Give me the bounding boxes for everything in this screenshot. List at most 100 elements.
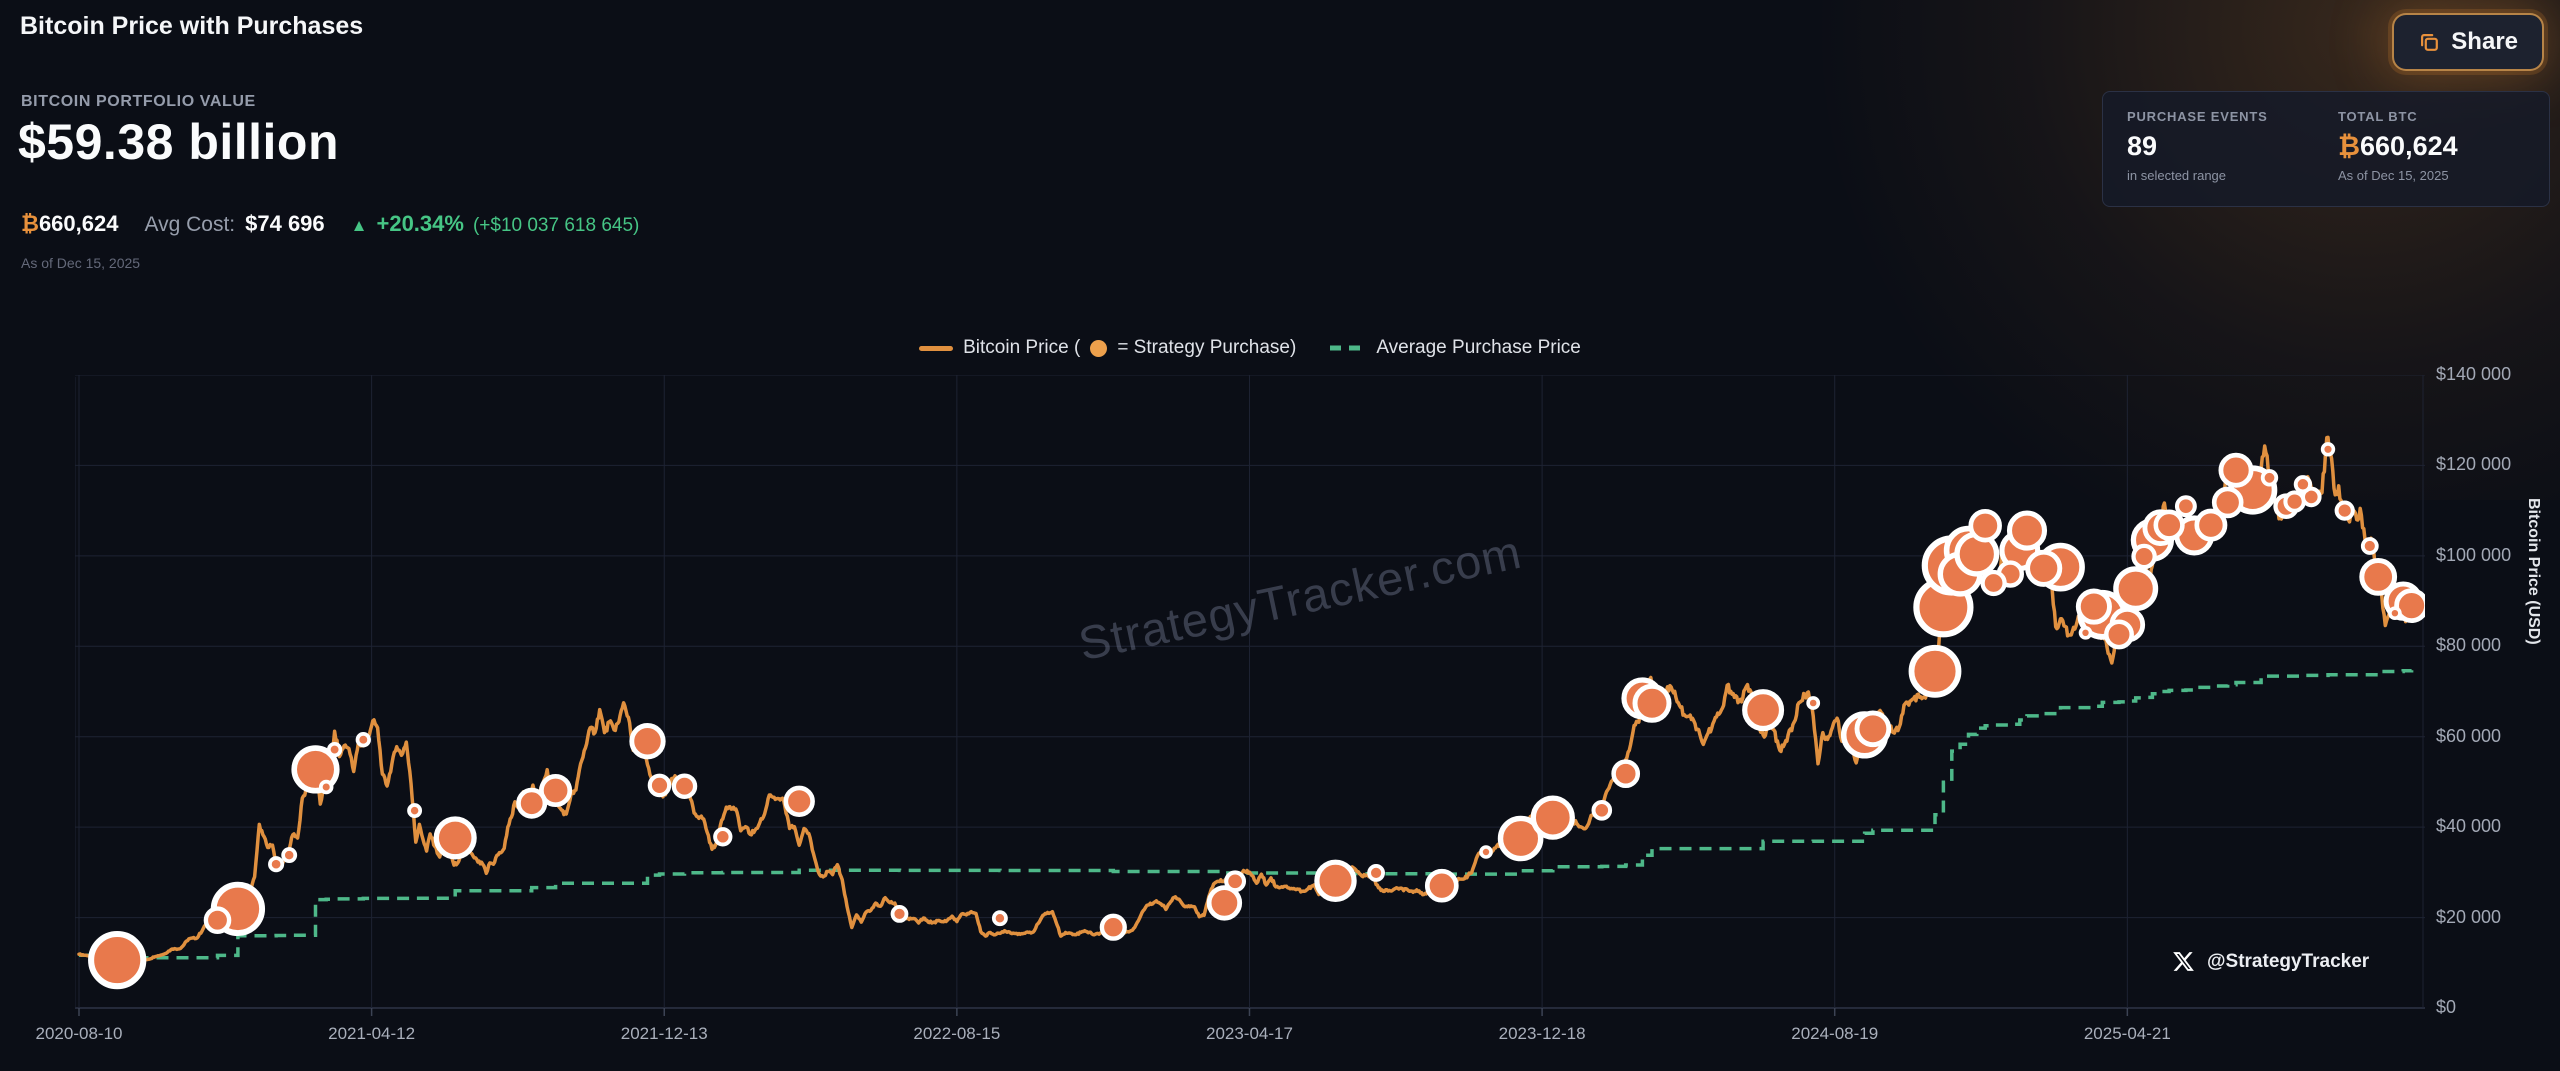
purchase-marker[interactable]	[1742, 689, 1785, 732]
purchase-events-sub: in selected range	[2127, 168, 2227, 183]
legend-price-item[interactable]: Bitcoin Price ( = Strategy Purchase)	[963, 337, 1296, 359]
purchase-marker[interactable]	[2006, 510, 2048, 551]
purchase-marker[interactable]	[1206, 885, 1243, 921]
purchase-marker[interactable]	[2194, 508, 2228, 542]
y-axis-label: $0	[2436, 997, 2457, 1017]
purchase-marker[interactable]	[1530, 795, 1575, 840]
purchase-marker[interactable]	[1479, 845, 1493, 859]
purchase-marker[interactable]	[647, 773, 672, 798]
purchase-marker[interactable]	[1632, 683, 1672, 723]
price-chart-svg	[74, 374, 2430, 1016]
avg-purchase-price-line	[79, 668, 2414, 960]
total-btc-label: TOTAL BTC	[2338, 109, 2418, 124]
purchase-marker[interactable]	[281, 847, 298, 864]
purchase-marker[interactable]	[2075, 588, 2112, 625]
copy-icon	[2421, 34, 2439, 51]
purchase-marker[interactable]	[1806, 696, 1821, 710]
purchase-marker[interactable]	[1854, 710, 1892, 748]
purchase-marker[interactable]	[1980, 569, 2007, 597]
purchase-marker[interactable]	[1099, 913, 1127, 941]
purchase-marker[interactable]	[2359, 558, 2398, 596]
purchase-marker[interactable]	[2113, 566, 2159, 612]
purchase-marker[interactable]	[1908, 644, 1962, 698]
up-arrow-icon: ▲	[350, 216, 368, 235]
purchase-marker[interactable]	[539, 773, 573, 808]
purchase-marker[interactable]	[1224, 870, 1247, 893]
purchase-marker[interactable]	[1968, 508, 2002, 543]
purchase-events-label: PURCHASE EVENTS	[2127, 109, 2268, 124]
twitter-handle[interactable]: @StrategyTracker	[2172, 950, 2369, 973]
purchase-marker[interactable]	[1497, 815, 1544, 862]
purchase-marker[interactable]	[2025, 549, 2063, 587]
total-btc-sub: As of Dec 15, 2025	[2338, 168, 2449, 183]
y-axis-label: $120 000	[2436, 454, 2512, 475]
purchase-marker[interactable]	[203, 906, 232, 935]
purchase-marker[interactable]	[516, 787, 548, 819]
purchase-marker[interactable]	[1314, 859, 1357, 902]
purchase-dot-icon	[1090, 339, 1108, 357]
x-logo-icon	[2173, 952, 2194, 971]
purchase-marker[interactable]	[433, 816, 477, 860]
x-axis-label: 2023-12-18	[1498, 1024, 1586, 1043]
purchase-marker[interactable]	[1367, 863, 1385, 882]
purchase-marker[interactable]	[890, 905, 909, 923]
purchase-marker[interactable]	[991, 910, 1008, 927]
legend-avg-item[interactable]: Average Purchase Price	[1376, 337, 1581, 358]
legend-price-prefix: Bitcoin Price (	[963, 337, 1081, 358]
legend-price-suffix: = Strategy Purchase)	[1117, 337, 1297, 358]
purchase-marker[interactable]	[783, 785, 815, 817]
avg-line-swatch	[1330, 345, 1367, 351]
btc-amount: 660,624	[38, 211, 119, 236]
purchase-marker[interactable]	[2388, 606, 2402, 620]
y-axis-label: $60 000	[2436, 725, 2502, 746]
purchase-marker[interactable]	[326, 741, 343, 758]
twitter-handle-text: @StrategyTracker	[2207, 950, 2370, 972]
purchase-marker[interactable]	[2153, 509, 2185, 541]
purchase-marker[interactable]	[355, 732, 371, 748]
purchase-marker[interactable]	[1611, 759, 1641, 789]
x-axis-label: 2023-04-17	[1205, 1024, 1293, 1043]
purchase-marker[interactable]	[2174, 495, 2197, 518]
purchase-marker[interactable]	[1424, 868, 1459, 903]
purchase-marker[interactable]	[2131, 543, 2157, 570]
purchase-marker[interactable]	[407, 803, 423, 819]
purchase-marker[interactable]	[629, 723, 666, 760]
x-axis-label: 2025-04-21	[2083, 1024, 2171, 1043]
purchase-marker[interactable]	[671, 773, 698, 799]
purchase-marker[interactable]	[2078, 625, 2093, 640]
portfolio-value-label: BITCOIN PORTFOLIO VALUE	[21, 93, 256, 110]
purchase-marker[interactable]	[2283, 490, 2306, 513]
summary-panel: PURCHASE EVENTS 89 in selected range TOT…	[2102, 91, 2550, 207]
chart-legend: Bitcoin Price ( = Strategy Purchase) Ave…	[75, 337, 2425, 359]
purchase-marker[interactable]	[88, 930, 147, 990]
purchase-marker[interactable]	[2301, 486, 2322, 508]
purchase-marker[interactable]	[2334, 500, 2355, 521]
purchase-marker[interactable]	[268, 856, 285, 873]
change-absolute: (+$10 037 618 645)	[472, 215, 640, 236]
x-axis-label: 2020-08-10	[35, 1024, 123, 1043]
total-btc-amount: 660,624	[2360, 131, 2458, 161]
portfolio-value: $59.38 billion	[18, 114, 340, 170]
btc-symbol: ₿	[21, 212, 39, 237]
purchase-events-stat: PURCHASE EVENTS 89 in selected range	[2127, 109, 2338, 206]
avg-cost-label: Avg Cost:	[144, 213, 236, 236]
purchase-marker[interactable]	[2260, 469, 2279, 487]
purchase-marker[interactable]	[2211, 486, 2244, 519]
purchase-marker[interactable]	[2218, 452, 2254, 488]
y-axis-label: $100 000	[2436, 544, 2512, 565]
y-axis-label: $40 000	[2436, 816, 2502, 837]
purchase-marker[interactable]	[713, 827, 733, 847]
chart-canvas[interactable]	[74, 374, 2430, 1023]
y-axis-label: $80 000	[2436, 635, 2502, 656]
purchase-marker[interactable]	[2104, 619, 2134, 650]
purchase-marker[interactable]	[1591, 800, 1613, 821]
stats-row: ₿ 660,624 Avg Cost: $74 696 ▲ +20.34% (+$…	[21, 211, 639, 237]
share-button[interactable]: Share	[2392, 13, 2544, 71]
page-title: Bitcoin Price with Purchases	[20, 12, 364, 40]
purchase-marker[interactable]	[2360, 537, 2379, 555]
y-axis-title: Bitcoin Price (USD)	[2525, 498, 2542, 645]
purchase-marker[interactable]	[2293, 475, 2313, 494]
purchase-marker[interactable]	[2320, 442, 2336, 457]
purchase-marker[interactable]	[318, 779, 334, 795]
